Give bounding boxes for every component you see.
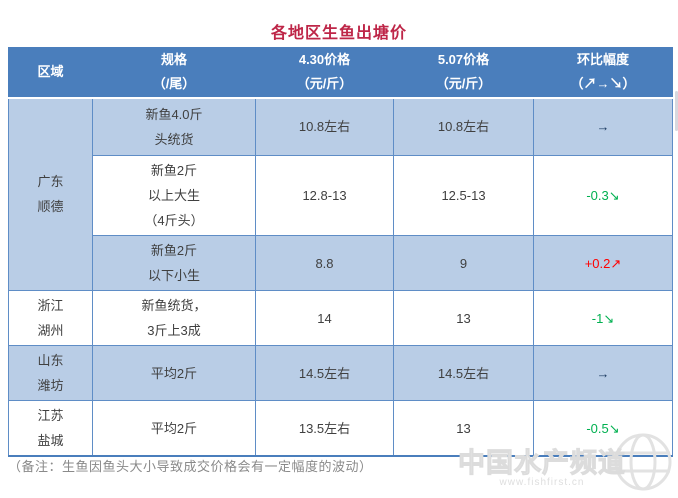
region-cell: 山东 潍坊 (8, 345, 93, 401)
watermark-url: www.fishfirst.cn (499, 477, 585, 488)
globe-icon (612, 431, 674, 498)
price-0430-cell: 12.8-13 (255, 155, 394, 236)
spec-cell: 平均2斤 (92, 345, 256, 401)
change-cell: → (533, 345, 673, 401)
table-row: 山东 潍坊 平均2斤 14.5左右 14.5左右 → (8, 345, 673, 401)
price-0507-cell: 14.5左右 (393, 345, 534, 401)
change-cell: -0.3↘ (533, 155, 673, 236)
table-row: 新鱼2斤 以上大生 （4斤头） 12.8-13 12.5-13 -0.3↘ (9, 155, 673, 236)
table-row: 浙江 湖州 新鱼统货， 3斤上3成 14 13 -1↘ (8, 290, 673, 346)
price-table: 区域 规格 （/尾） 4.30价格 （元/斤） 5.07价格 （元/斤） 环比幅… (8, 47, 673, 457)
change-cell: → (533, 97, 673, 156)
change-cell: -1↘ (533, 290, 673, 346)
scrollbar-fragment[interactable] (675, 91, 678, 131)
region-cell: 浙江 湖州 (8, 290, 93, 346)
col-header-change: 环比幅度 （↗→↘） (533, 47, 673, 99)
table-row: 广东 顺德 新鱼4.0斤 头统货 10.8左右 10.8左右 → (8, 97, 673, 291)
region-cell: 广东 顺德 (8, 97, 93, 291)
price-0507-cell: 13 (393, 290, 534, 346)
table-row: 新鱼2斤 以下小生 8.8 9 +0.2↗ (9, 235, 673, 291)
spec-cell: 新鱼4.0斤 头统货 (92, 97, 256, 156)
spec-cell: 新鱼2斤 以上大生 （4斤头） (92, 155, 256, 236)
price-0507-cell: 10.8左右 (393, 97, 534, 156)
spec-cell: 新鱼2斤 以下小生 (92, 235, 256, 291)
spec-cell: 平均2斤 (92, 400, 256, 457)
footnote: （备注：生鱼因鱼头大小导致成交价格会有一定幅度的波动） (8, 459, 373, 474)
col-header-price-0430: 4.30价格 （元/斤） (255, 47, 394, 99)
watermark-text: 中国水产频道 www.fishfirst.cn (458, 441, 626, 489)
price-0430-cell: 13.5左右 (255, 400, 394, 457)
price-0430-cell: 10.8左右 (255, 97, 394, 156)
region-cell: 江苏 盐城 (8, 400, 93, 457)
col-header-region: 区域 (8, 47, 93, 99)
watermark-brand: 中国水产频道 (458, 448, 626, 479)
table-row: 江苏 盐城 平均2斤 13.5左右 13 -0.5↘ (8, 400, 673, 457)
col-header-price-0507: 5.07价格 （元/斤） (393, 47, 534, 99)
change-cell: +0.2↗ (533, 235, 673, 291)
price-0507-cell: 9 (393, 235, 534, 291)
page-title: 各地区生鱼出塘价 (270, 25, 407, 42)
price-0430-cell: 8.8 (255, 235, 394, 291)
spec-cell: 新鱼统货， 3斤上3成 (92, 290, 256, 346)
price-0507-cell: 12.5-13 (393, 155, 534, 236)
header-row: 区域 规格 （/尾） 4.30价格 （元/斤） 5.07价格 （元/斤） 环比幅… (8, 47, 673, 99)
watermark: 中国水产频道 www.fishfirst.cn (458, 431, 674, 498)
price-0430-cell: 14.5左右 (255, 345, 394, 401)
col-header-spec: 规格 （/尾） (92, 47, 256, 99)
change-cell: -0.5↘ (533, 400, 673, 457)
price-0430-cell: 14 (255, 290, 394, 346)
